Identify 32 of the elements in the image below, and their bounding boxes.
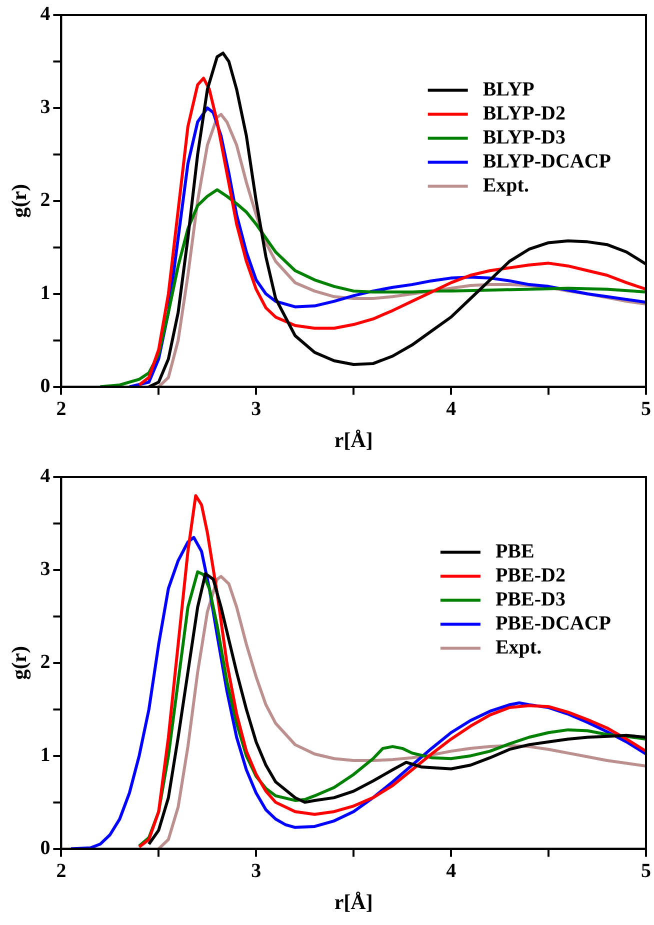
x-axis-title: r[Å] [334,428,373,452]
x-tick-label: 5 [641,860,651,882]
legend-label: BLYP-D3 [482,126,566,148]
y-tick-label: 3 [40,96,50,118]
y-tick-label: 2 [40,189,50,212]
legend-label: BLYP-D2 [482,102,566,124]
y-tick-label: 1 [40,282,50,304]
legend-label: Expt. [495,636,542,658]
x-tick-label: 3 [251,860,262,882]
y-tick-label: 0 [40,836,50,859]
legend-label: Expt. [482,174,529,196]
y-tick-label: 4 [40,3,50,26]
x-tick-label: 4 [446,860,456,882]
x-tick-label: 2 [56,398,66,420]
y-tick-label: 3 [40,558,50,580]
x-tick-label: 3 [251,398,262,420]
y-tick-label: 0 [40,374,50,397]
legend-label: PBE [495,540,534,562]
y-tick-label: 4 [40,465,50,488]
y-axis-title: g(r) [7,646,32,680]
legend-label: PBE-D2 [495,564,566,586]
x-tick-label: 4 [446,398,456,420]
legend-label: PBE-DCACP [495,612,611,634]
legend-label: BLYP [482,78,534,100]
y-tick-label: 1 [40,744,50,766]
legend-label: PBE-D3 [495,588,566,610]
legend-label: BLYP-DCACP [482,150,611,172]
x-axis-title: r[Å] [334,890,373,914]
y-tick-label: 2 [40,651,50,674]
y-axis-title: g(r) [7,184,32,218]
x-tick-label: 2 [56,860,66,882]
x-tick-label: 5 [641,398,651,420]
